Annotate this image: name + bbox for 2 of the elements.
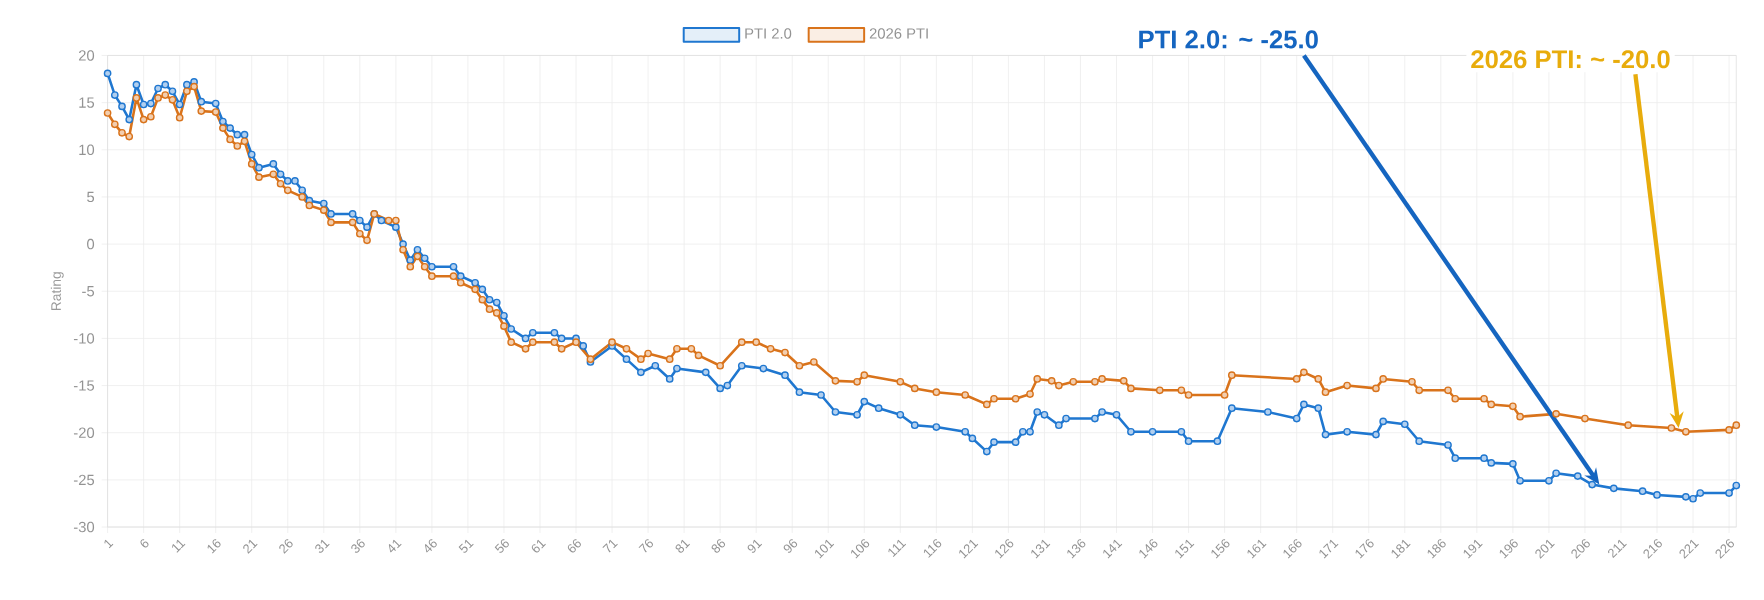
annotation: 2026 PTI: ~ -20.0 — [1471, 50, 1670, 69]
annotation: PTI 2.0: ~ -25.0 — [1139, 30, 1318, 49]
